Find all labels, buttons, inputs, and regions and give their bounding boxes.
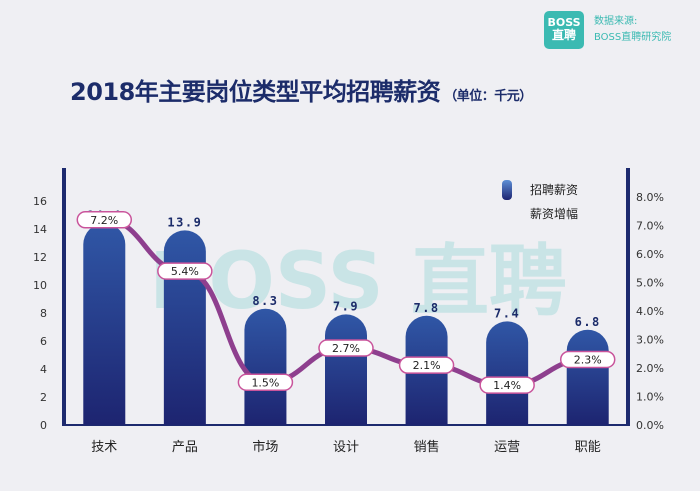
- y-left-tick-label: 6: [40, 335, 47, 348]
- y-right-tick-label: 5.0%: [636, 277, 664, 290]
- growth-label-box: [479, 376, 535, 394]
- x-tick-label: 市场: [252, 439, 278, 455]
- growth-label-box: [76, 211, 133, 229]
- growth-value-label: 7.2%: [90, 214, 118, 227]
- bar: [83, 223, 126, 425]
- growth-value-label: 2.7%: [332, 342, 360, 355]
- y-right-tick-label: 7.0%: [636, 220, 664, 233]
- growth-value-label: 2.1%: [413, 359, 441, 372]
- logo-text-line2: 直聘: [551, 28, 576, 43]
- growth-label-box: [157, 262, 213, 280]
- y-left-tick-label: 0: [40, 419, 47, 432]
- growth-value-label: 2.3%: [574, 353, 602, 366]
- data-source: 数据来源: BOSS直聘研究院: [594, 14, 671, 45]
- x-tick-label: 职能: [575, 440, 601, 455]
- y-right-tick-label: 6.0%: [636, 248, 664, 261]
- growth-label-box: [559, 350, 616, 369]
- chart-title: 2018年主要岗位类型平均招聘薪资 （单位：千元）: [70, 72, 532, 107]
- bar-value-label: 7.9: [333, 299, 359, 313]
- x-tick-label: 产品: [172, 440, 198, 455]
- bar: [244, 308, 287, 425]
- bar-value-label: 8.3: [252, 294, 278, 308]
- x-tick-label: 设计: [333, 440, 359, 455]
- bar: [325, 314, 367, 425]
- y-right-tick-label: 0.0%: [636, 419, 664, 432]
- logo-text-line1: BOSS: [547, 15, 581, 29]
- bar-value-label: 7.8: [413, 301, 439, 315]
- y-right-tick-label: 3.0%: [636, 334, 664, 347]
- brand-logo: BOSS 直聘: [544, 11, 584, 49]
- legend-line-label: 薪资增幅: [530, 206, 578, 221]
- chart-title-text: 2018年主要岗位类型平均招聘薪资: [70, 78, 441, 106]
- y-left-tick-label: 8: [40, 307, 47, 320]
- growth-value-label: 1.5%: [251, 376, 279, 389]
- y-right-tick-label: 2.0%: [636, 362, 664, 375]
- bar: [566, 329, 609, 425]
- source-name: BOSS直聘研究院: [594, 31, 672, 43]
- bar: [486, 321, 529, 425]
- y-left-tick-label: 10: [33, 279, 47, 292]
- growth-label-box: [237, 373, 294, 391]
- bar-value-label: 6.8: [575, 315, 601, 329]
- y-right-tick-label: 8.0%: [636, 191, 664, 204]
- legend-bar-swatch: [502, 180, 512, 200]
- y-left-tick-label: 12: [33, 251, 47, 264]
- bar: [163, 230, 206, 425]
- x-tick-label: 销售: [414, 439, 440, 455]
- bar-value-label: 7.4: [494, 306, 520, 320]
- legend-bar-label: 招聘薪资: [530, 183, 578, 197]
- growth-label-box: [398, 356, 455, 374]
- source-label: 数据来源:: [594, 16, 638, 27]
- y-left-tick-label: 16: [33, 195, 47, 208]
- x-tick-label: 运营: [494, 440, 520, 455]
- growth-label-box: [318, 339, 374, 357]
- x-tick-label: 技术: [91, 440, 117, 455]
- y-right-tick-label: 1.0%: [636, 391, 664, 404]
- y-left-tick-label: 2: [40, 391, 47, 404]
- bar-value-label: 13.9: [167, 215, 202, 229]
- growth-value-label: 1.4%: [493, 379, 521, 392]
- y-right-tick-label: 4.0%: [636, 305, 664, 318]
- growth-value-label: 5.4%: [171, 265, 199, 278]
- y-left-tick-label: 4: [40, 363, 47, 376]
- y-left-tick-label: 14: [33, 223, 47, 236]
- chart-unit: （单位：千元）: [444, 89, 532, 104]
